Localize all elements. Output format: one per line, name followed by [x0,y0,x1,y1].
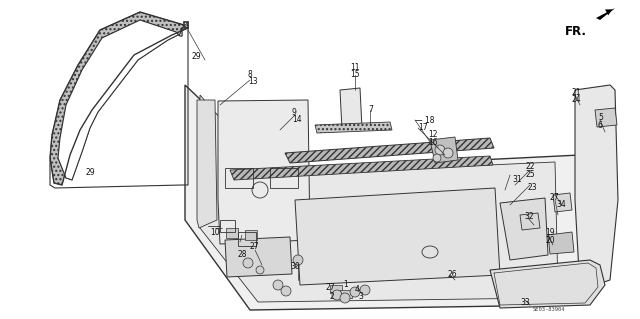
Text: 8: 8 [248,70,253,79]
Polygon shape [295,188,500,285]
Polygon shape [197,100,217,228]
Text: 23: 23 [528,183,538,192]
Bar [340,290,352,298]
Text: 20: 20 [545,236,555,245]
Circle shape [332,290,342,300]
Bar [330,285,342,293]
Text: 14: 14 [292,115,301,124]
Text: — 18: — 18 [415,116,435,125]
Text: 34: 34 [556,200,566,209]
Polygon shape [430,137,458,163]
Polygon shape [490,260,605,308]
Circle shape [433,154,441,162]
Text: 33: 33 [520,298,530,307]
Circle shape [281,286,291,296]
Text: 25: 25 [525,170,534,179]
Text: 13: 13 [248,77,258,86]
Text: FR.: FR. [565,25,587,38]
Polygon shape [595,108,617,127]
Circle shape [273,280,283,290]
Text: 11: 11 [350,63,360,72]
Text: 16: 16 [428,138,438,147]
Text: 27: 27 [550,193,559,202]
Text: 22: 22 [525,162,534,171]
Text: 32: 32 [524,212,534,221]
Polygon shape [218,100,310,244]
Bar [238,232,256,246]
Text: 7: 7 [368,105,373,114]
Circle shape [350,287,360,297]
Polygon shape [315,122,392,133]
Text: 1: 1 [343,280,348,289]
Polygon shape [285,138,494,163]
Text: 12: 12 [428,130,438,139]
Text: 2: 2 [330,292,335,301]
Polygon shape [548,232,574,254]
Text: 29: 29 [192,52,202,61]
Text: 27: 27 [250,242,260,251]
Bar [220,220,235,232]
Text: 17: 17 [418,123,428,132]
Polygon shape [340,88,362,130]
Text: 5: 5 [598,113,603,122]
Circle shape [360,285,370,295]
Text: SE03-83904: SE03-83904 [533,307,566,312]
Polygon shape [185,85,585,310]
Text: 24: 24 [572,95,582,104]
Bar [245,230,257,240]
Text: 27: 27 [325,283,335,292]
Circle shape [443,148,453,158]
Text: 15: 15 [350,70,360,79]
Polygon shape [500,198,548,260]
Text: 30: 30 [290,262,300,271]
Polygon shape [225,237,292,277]
Polygon shape [200,95,558,302]
Circle shape [340,293,350,303]
Polygon shape [58,20,182,180]
Text: 26: 26 [447,270,456,279]
Text: 19: 19 [545,228,555,237]
Circle shape [243,258,253,268]
Polygon shape [596,8,615,20]
FancyArrowPatch shape [598,9,612,17]
Text: 6: 6 [598,121,603,130]
Text: 29: 29 [85,168,95,177]
Text: 4: 4 [355,285,360,294]
Text: 28: 28 [238,250,248,259]
Polygon shape [50,12,188,185]
Bar [270,168,298,188]
Polygon shape [230,156,493,180]
Circle shape [256,266,264,274]
Text: 3: 3 [358,292,363,301]
Bar [225,168,253,188]
Circle shape [293,255,303,265]
Text: 21: 21 [572,88,582,97]
Text: 10: 10 [210,228,220,237]
Bar [226,228,238,238]
Polygon shape [575,85,618,290]
Text: 31: 31 [512,175,522,184]
Polygon shape [553,193,572,212]
Polygon shape [520,213,540,230]
Circle shape [435,145,445,155]
Text: 9: 9 [292,108,297,117]
